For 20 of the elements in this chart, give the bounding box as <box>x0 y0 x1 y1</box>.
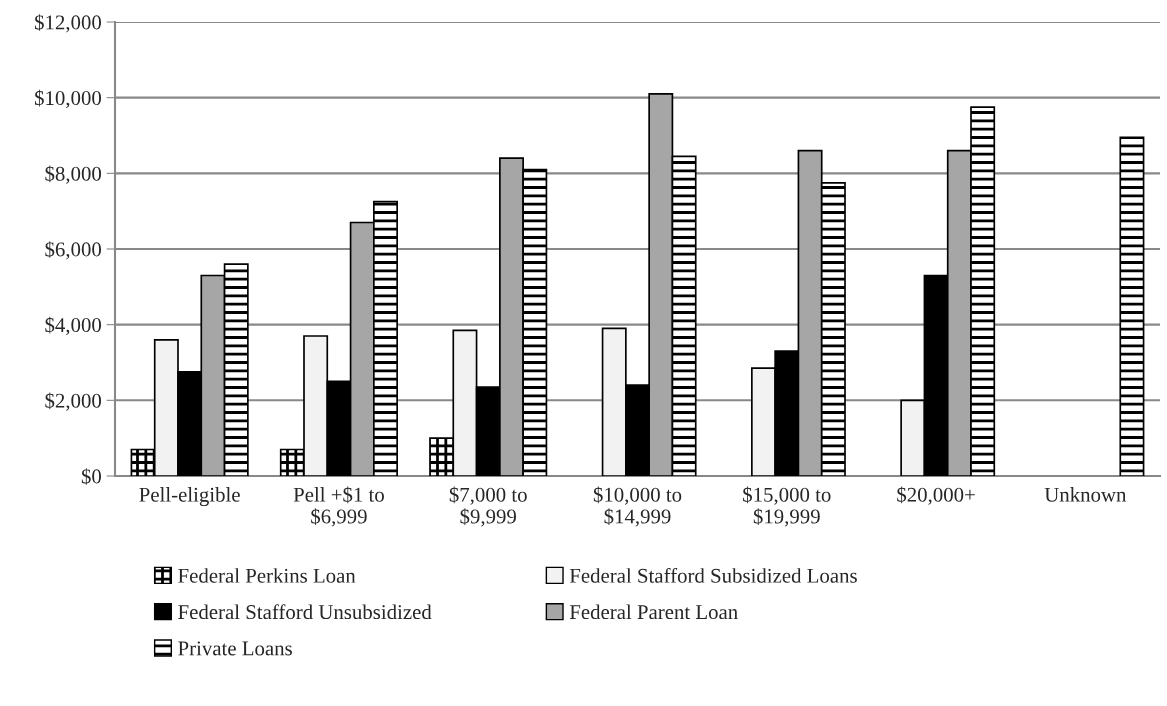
x-tick-label: $20,000+ <box>897 486 975 505</box>
x-tick-label: Pell-eligible <box>139 487 240 507</box>
legend-label: Federal Stafford Unsubsidized <box>178 604 432 620</box>
y-tick-label: $10,000 <box>34 89 102 109</box>
x-tick-label: Pell +$1 to $6,999 <box>293 486 384 527</box>
y-tick-label: $2,000 <box>45 392 102 411</box>
legend-label: Federal Parent Loan <box>569 604 738 620</box>
x-tick-label: $15,000 to $19,999 <box>743 486 831 527</box>
bar <box>1119 136 1145 476</box>
x-tick-label: $10,000 to $14,999 <box>593 486 682 527</box>
y-tick-label: $0 <box>81 468 102 485</box>
y-tick-label: $6,000 <box>45 241 102 260</box>
x-tick-label: Unknown <box>1044 487 1127 502</box>
legend-label: Federal Perkins Loan <box>178 568 356 583</box>
x-tick-label: $7,000 to $9,999 <box>449 486 527 527</box>
y-tick-label: $4,000 <box>45 316 102 336</box>
legend-label: Private Loans <box>178 641 292 656</box>
legend-label: Federal Stafford Subsidized Loans <box>569 567 857 583</box>
y-tick-label: $8,000 <box>45 165 102 184</box>
y-tick-label: $12,000 <box>34 14 102 33</box>
